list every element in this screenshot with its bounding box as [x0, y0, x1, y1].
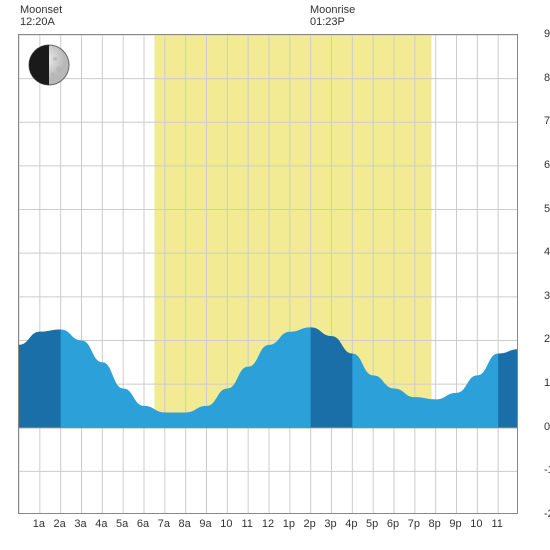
x-tick: 9p — [449, 518, 461, 530]
moonset-time: 12:20A — [20, 16, 55, 28]
x-tick: 3a — [74, 518, 86, 530]
x-tick: 2a — [54, 518, 66, 530]
x-tick: 12 — [262, 518, 274, 530]
y-tick: 0 — [544, 421, 550, 433]
x-tick: 4a — [95, 518, 107, 530]
moonset-label: Moonset 12:20A — [20, 4, 62, 28]
tide-chart-container: Moonset 12:20A Moonrise 01:23P — [0, 0, 550, 550]
plot-area — [18, 34, 518, 514]
x-tick: 5p — [366, 518, 378, 530]
moonrise-label: Moonrise 01:23P — [310, 4, 355, 28]
x-tick: 1p — [283, 518, 295, 530]
x-tick: 7p — [408, 518, 420, 530]
x-tick: 2p — [304, 518, 316, 530]
moonrise-text: Moonrise — [310, 4, 355, 16]
y-tick: 7 — [544, 115, 550, 127]
x-tick: 5a — [116, 518, 128, 530]
x-tick: 6p — [387, 518, 399, 530]
x-tick: 11 — [241, 518, 252, 530]
y-tick: -2 — [544, 508, 550, 520]
x-tick: 10 — [220, 518, 232, 530]
y-tick: 6 — [544, 159, 550, 171]
x-tick: 10 — [470, 518, 482, 530]
x-tick: 8a — [179, 518, 191, 530]
x-tick: 4p — [345, 518, 357, 530]
y-tick: 1 — [544, 377, 550, 389]
x-tick: 3p — [324, 518, 336, 530]
x-tick: 8p — [429, 518, 441, 530]
y-tick: 3 — [544, 290, 550, 302]
y-tick: -1 — [544, 464, 550, 476]
y-tick: 8 — [544, 72, 550, 84]
x-tick: 9a — [199, 518, 211, 530]
moon-phase-icon — [28, 44, 70, 86]
moonset-text: Moonset — [20, 4, 62, 16]
x-tick: 6a — [137, 518, 149, 530]
moonrise-time: 01:23P — [310, 16, 345, 28]
x-tick: 1a — [33, 518, 45, 530]
y-tick: 2 — [544, 333, 550, 345]
plot-svg — [19, 35, 518, 514]
y-tick: 9 — [544, 28, 550, 40]
y-tick: 5 — [544, 203, 550, 215]
x-tick: 7a — [158, 518, 170, 530]
y-tick: 4 — [544, 246, 550, 258]
x-tick: 11 — [491, 518, 502, 530]
